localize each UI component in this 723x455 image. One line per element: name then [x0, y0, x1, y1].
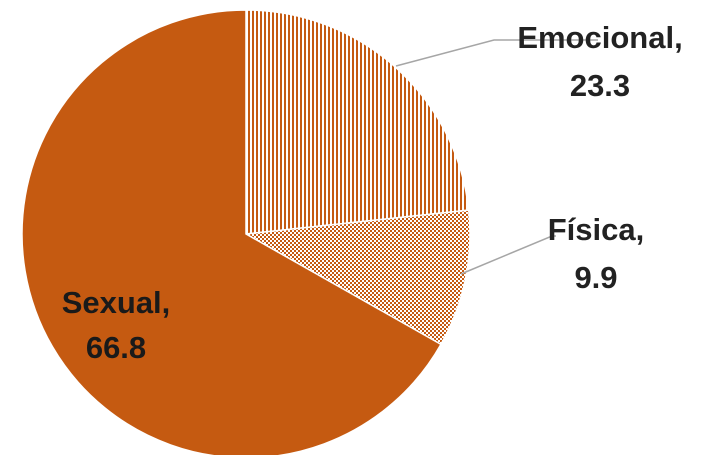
pie-slice-sexual [21, 9, 442, 455]
slice-label-emocional-value: 23.3 [570, 68, 630, 103]
slice-label-fisica-name: Física, [548, 212, 645, 247]
pie-slice-fisica [243, 209, 471, 346]
pie-slices [21, 9, 471, 455]
slice-label-emocional-name: Emocional, [517, 20, 682, 55]
leader-line-emocional [395, 39, 598, 67]
slice-labels: Emocional, 23.3 Física, 9.9 Sexual, 66.8 [62, 20, 683, 365]
leader-line-fisica [460, 235, 556, 275]
slice-label-sexual-name: Sexual, [62, 285, 171, 320]
leader-lines [395, 39, 598, 275]
pie-slice-emocional [245, 9, 470, 235]
slice-label-fisica-value: 9.9 [574, 260, 617, 295]
slice-label-sexual-value: 66.8 [86, 330, 146, 365]
